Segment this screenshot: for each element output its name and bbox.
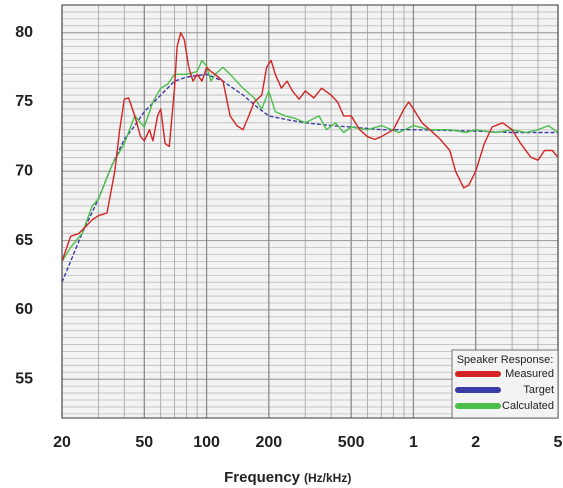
legend: Speaker Response: Measured Target Calculate… [451,349,559,419]
series-line [61,32,559,262]
x-tick-label: 200 [255,434,282,451]
y-tick-label: 80 [15,24,33,41]
plot-border [61,4,559,419]
x-tick-label: 500 [338,434,365,451]
x-tick-label: 5 [554,434,563,451]
x-tick-label: 100 [193,434,220,451]
lines [61,32,559,283]
legend-label: Target [523,384,554,396]
legend-label: Calculated [502,400,554,412]
x-axis-unit: (Hz/kHz) [304,471,351,485]
x-tick-label: 20 [53,434,71,451]
series-line [61,59,559,262]
legend-label: Measured [505,368,554,380]
y-tick-label: 75 [15,93,33,110]
x-tick-label: 2 [471,434,480,451]
y-tick-label: 70 [15,163,33,180]
legend-title: Speaker Response: [457,354,554,366]
y-tick-label: 55 [15,370,33,387]
x-tick-label: 1 [409,434,418,451]
x-tick-label: 50 [135,434,153,451]
y-tick-label: 60 [15,301,33,318]
x-axis-title: Frequency [224,469,301,486]
y-tick-label: 65 [15,232,33,249]
labels: 55 60 65 70 75 80 20 50 100 200 500 1 2 5 [15,24,562,451]
